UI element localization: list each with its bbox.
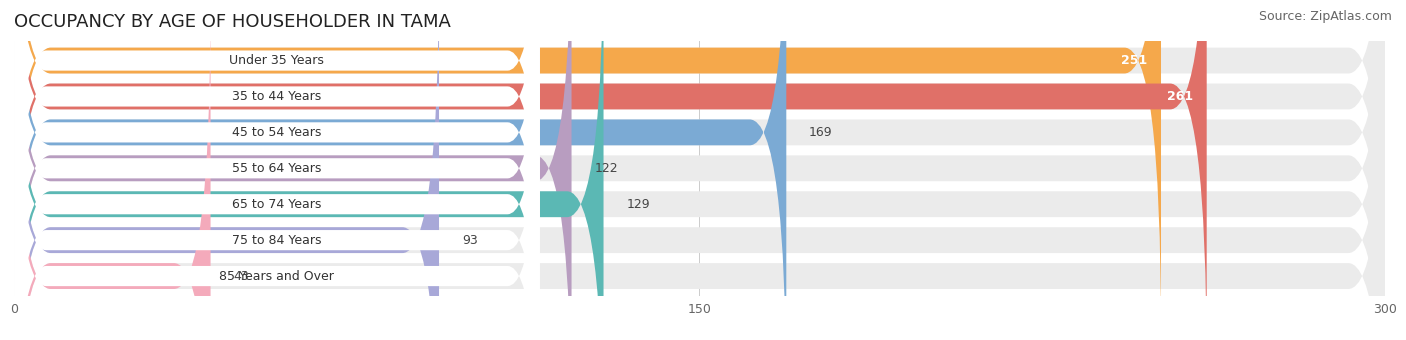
FancyBboxPatch shape	[14, 0, 1385, 340]
Text: OCCUPANCY BY AGE OF HOUSEHOLDER IN TAMA: OCCUPANCY BY AGE OF HOUSEHOLDER IN TAMA	[14, 13, 451, 31]
FancyBboxPatch shape	[14, 35, 540, 340]
FancyBboxPatch shape	[14, 2, 211, 340]
FancyBboxPatch shape	[14, 0, 1385, 340]
Text: 251: 251	[1121, 54, 1147, 67]
Text: 45 to 54 Years: 45 to 54 Years	[232, 126, 322, 139]
FancyBboxPatch shape	[14, 0, 540, 340]
Text: 55 to 64 Years: 55 to 64 Years	[232, 162, 322, 175]
Text: 93: 93	[463, 234, 478, 246]
FancyBboxPatch shape	[14, 0, 540, 340]
Text: 75 to 84 Years: 75 to 84 Years	[232, 234, 322, 246]
FancyBboxPatch shape	[14, 0, 540, 302]
FancyBboxPatch shape	[14, 0, 1161, 335]
Text: 35 to 44 Years: 35 to 44 Years	[232, 90, 322, 103]
FancyBboxPatch shape	[14, 0, 1385, 340]
FancyBboxPatch shape	[14, 0, 603, 340]
Text: 43: 43	[233, 270, 249, 283]
FancyBboxPatch shape	[14, 0, 1206, 340]
Text: 261: 261	[1167, 90, 1192, 103]
Text: Under 35 Years: Under 35 Years	[229, 54, 325, 67]
Text: 65 to 74 Years: 65 to 74 Years	[232, 198, 322, 211]
FancyBboxPatch shape	[14, 2, 1385, 340]
FancyBboxPatch shape	[14, 0, 1385, 335]
FancyBboxPatch shape	[14, 0, 540, 340]
Text: 129: 129	[627, 198, 650, 211]
Text: 169: 169	[810, 126, 832, 139]
Text: 85 Years and Over: 85 Years and Over	[219, 270, 335, 283]
FancyBboxPatch shape	[14, 0, 786, 340]
FancyBboxPatch shape	[14, 0, 1385, 340]
Text: Source: ZipAtlas.com: Source: ZipAtlas.com	[1258, 10, 1392, 23]
FancyBboxPatch shape	[14, 0, 540, 340]
FancyBboxPatch shape	[14, 0, 571, 340]
FancyBboxPatch shape	[14, 0, 439, 340]
FancyBboxPatch shape	[14, 0, 540, 338]
Text: 122: 122	[595, 162, 619, 175]
FancyBboxPatch shape	[14, 0, 1385, 340]
